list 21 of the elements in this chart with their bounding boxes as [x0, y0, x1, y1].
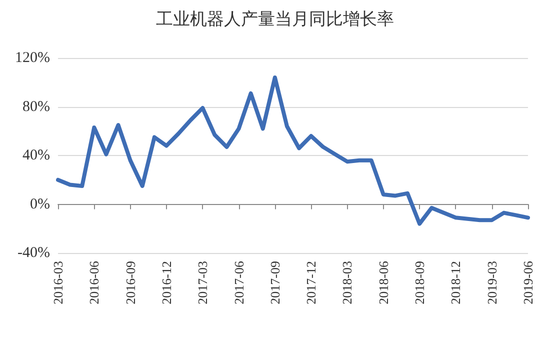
x-tick-label: 2016-03 [50, 261, 66, 304]
x-tick-label: 2018-06 [376, 260, 391, 304]
x-tick-label: 2016-09 [122, 261, 138, 304]
x-tick-label: 2017-12 [304, 261, 319, 304]
x-tick-label: 2017-03 [195, 261, 210, 304]
x-tick-label: 2019-06 [520, 260, 536, 304]
x-tick-label: 2018-03 [340, 261, 355, 304]
x-tick-label: 2017-06 [231, 260, 246, 304]
y-tick-label: -40% [18, 245, 50, 261]
x-tick-label: 2018-09 [412, 261, 428, 304]
x-tick-label: 2017-09 [267, 261, 282, 304]
line-series [56, 76, 530, 226]
x-tick-label: 2019-03 [484, 261, 500, 304]
chart-title: 工业机器人产量当月同比增长率 [156, 10, 394, 30]
y-tick-label: 40% [22, 148, 50, 164]
x-tick-label: 2018-12 [448, 261, 464, 304]
x-tick-label: 2016-06 [86, 260, 102, 304]
y-tick-label: 120% [15, 50, 50, 66]
y-tick-label: 0% [30, 196, 50, 212]
x-tick-label: 2016-12 [158, 261, 174, 304]
y-tick-label: 80% [22, 98, 50, 115]
